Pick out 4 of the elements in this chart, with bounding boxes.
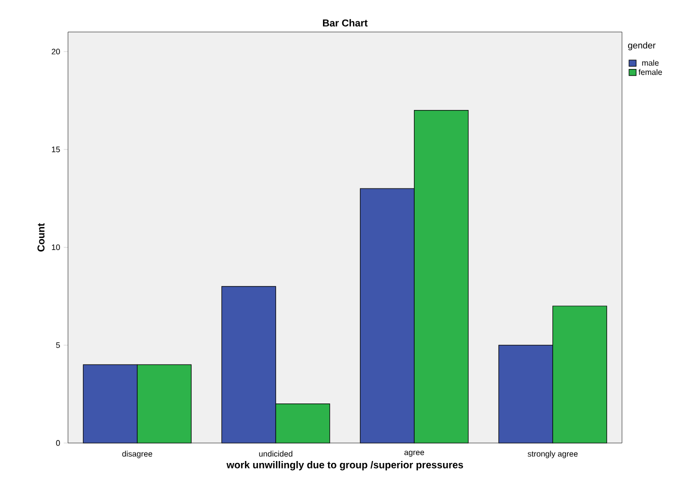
chart-title: Bar Chart xyxy=(322,19,368,26)
x-axis-title: work unwillingly due to group /superior pressures xyxy=(226,461,464,470)
legend-title: gender xyxy=(628,42,656,50)
y-axis-title: Count xyxy=(37,223,45,252)
